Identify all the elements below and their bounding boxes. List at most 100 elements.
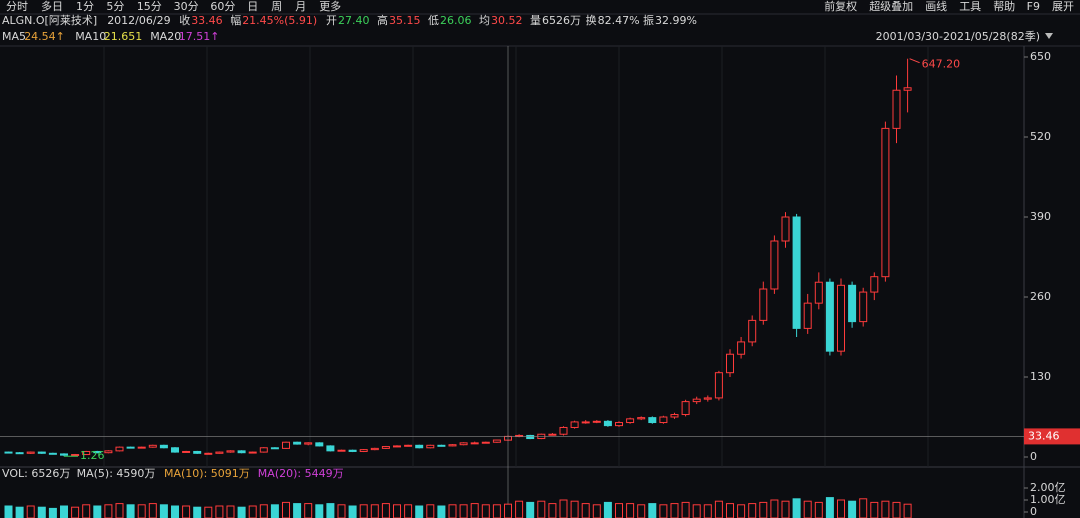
volume-bar bbox=[481, 504, 490, 518]
toolbar-button[interactable]: 多日 bbox=[41, 0, 63, 13]
toolbar-button[interactable]: 周 bbox=[271, 0, 282, 13]
volume-bar bbox=[803, 500, 812, 518]
volume-bar bbox=[492, 504, 501, 518]
candle-body bbox=[548, 433, 557, 436]
candle-body bbox=[15, 452, 24, 455]
volume-bar bbox=[515, 500, 524, 518]
toolbar-button[interactable]: 分时 bbox=[6, 0, 28, 13]
field-label: 均 bbox=[479, 14, 490, 27]
candle-body bbox=[770, 240, 779, 290]
candle-body bbox=[692, 398, 701, 403]
volume-bar bbox=[770, 499, 779, 518]
candle-body bbox=[825, 281, 834, 352]
volume-bar bbox=[370, 504, 379, 518]
volume-bar bbox=[814, 501, 823, 518]
volume-bar bbox=[259, 504, 268, 518]
ma-value: 17.51↑ bbox=[179, 30, 220, 43]
toolbar-button[interactable]: 日 bbox=[247, 0, 258, 13]
toolbar-button[interactable]: 月 bbox=[295, 0, 306, 13]
candle-body bbox=[881, 127, 890, 278]
volume-bar bbox=[26, 505, 35, 518]
toolbar-button[interactable]: 帮助 bbox=[993, 0, 1015, 13]
candle-body bbox=[270, 447, 279, 450]
candle-body bbox=[26, 451, 35, 454]
candle-body bbox=[304, 442, 313, 445]
toolbar-button[interactable]: 1分 bbox=[76, 0, 94, 13]
volume-bar bbox=[182, 505, 191, 518]
candle-body bbox=[792, 216, 801, 329]
ma-label: MA5 bbox=[2, 30, 26, 43]
volume-bar bbox=[714, 500, 723, 518]
toolbar-button[interactable]: 5分 bbox=[106, 0, 124, 13]
volume-bar bbox=[215, 505, 224, 518]
volume-bar bbox=[603, 501, 612, 518]
volume-bar bbox=[204, 506, 213, 518]
volume-bar bbox=[60, 505, 68, 518]
volume-bar bbox=[326, 503, 335, 518]
volume-bar bbox=[237, 506, 246, 518]
volume-bar bbox=[126, 504, 135, 518]
field-value: 26.06 bbox=[440, 14, 472, 27]
candle-body bbox=[448, 444, 457, 447]
candle-body bbox=[404, 444, 413, 447]
candle-body bbox=[703, 397, 712, 400]
volume-bar bbox=[737, 504, 746, 518]
candle-body bbox=[415, 444, 424, 449]
toolbar-button[interactable]: 30分 bbox=[174, 0, 199, 13]
volume-bar bbox=[903, 503, 912, 518]
toolbar-button[interactable]: 60分 bbox=[210, 0, 235, 13]
candle-body bbox=[481, 441, 490, 444]
candle-body bbox=[859, 291, 868, 323]
volume-bar bbox=[193, 506, 202, 518]
vol-legend: MA(20): 5449万 bbox=[258, 467, 344, 480]
field-value: 6526万 bbox=[542, 14, 581, 27]
candle-body bbox=[282, 441, 290, 449]
candle-body bbox=[226, 450, 235, 453]
candle-body bbox=[903, 87, 912, 91]
candle-body bbox=[626, 418, 635, 424]
toolbar-button[interactable]: 15分 bbox=[137, 0, 162, 13]
candle-body bbox=[659, 416, 668, 424]
volume-bar bbox=[415, 505, 424, 518]
candle-body bbox=[381, 446, 390, 449]
volume-bar bbox=[437, 505, 446, 518]
toolbar-button[interactable]: F9 bbox=[1027, 0, 1040, 13]
volume-bar bbox=[148, 503, 157, 518]
volume-bar bbox=[359, 504, 368, 518]
candle-body bbox=[204, 452, 213, 455]
y-tick-label: 520 bbox=[1030, 130, 1051, 143]
candle-body bbox=[193, 450, 202, 454]
volume-bar bbox=[304, 503, 313, 518]
settings-icon[interactable] bbox=[1045, 33, 1053, 39]
volume-bar bbox=[293, 503, 302, 518]
candle-body bbox=[159, 444, 168, 449]
candle-body bbox=[348, 449, 357, 452]
vol-legend: VOL: 6526万 bbox=[2, 467, 70, 480]
volume-bar bbox=[626, 503, 635, 518]
volume-bar bbox=[726, 503, 734, 518]
volume-bar bbox=[825, 497, 834, 518]
candle-body bbox=[182, 450, 191, 453]
volume-bar bbox=[526, 501, 535, 518]
candle-body bbox=[714, 372, 723, 399]
volume-bar bbox=[659, 504, 668, 518]
toolbar-button[interactable]: 展开 bbox=[1052, 0, 1074, 13]
candle-body bbox=[759, 288, 768, 321]
volume-bar bbox=[93, 505, 102, 518]
field-label: 量 bbox=[530, 14, 541, 27]
toolbar-button[interactable]: 画线 bbox=[925, 0, 947, 13]
candle-body bbox=[48, 452, 57, 455]
candle-body bbox=[748, 319, 757, 343]
toolbar-button[interactable]: 工具 bbox=[959, 0, 981, 13]
candle-body bbox=[4, 451, 13, 454]
toolbar-button[interactable]: 前复权 bbox=[824, 0, 857, 13]
volume-bar bbox=[459, 504, 468, 518]
candle-body bbox=[615, 422, 623, 427]
toolbar-button[interactable]: 更多 bbox=[319, 0, 341, 13]
max-pointer bbox=[909, 58, 920, 64]
range-label[interactable]: 2001/03/30-2021/05/28(82季) bbox=[876, 30, 1040, 43]
y-tick-label: 390 bbox=[1030, 210, 1051, 223]
field-value: 82.47% bbox=[598, 14, 640, 27]
candle-body bbox=[93, 450, 102, 454]
toolbar-button[interactable]: 超级叠加 bbox=[869, 0, 913, 13]
